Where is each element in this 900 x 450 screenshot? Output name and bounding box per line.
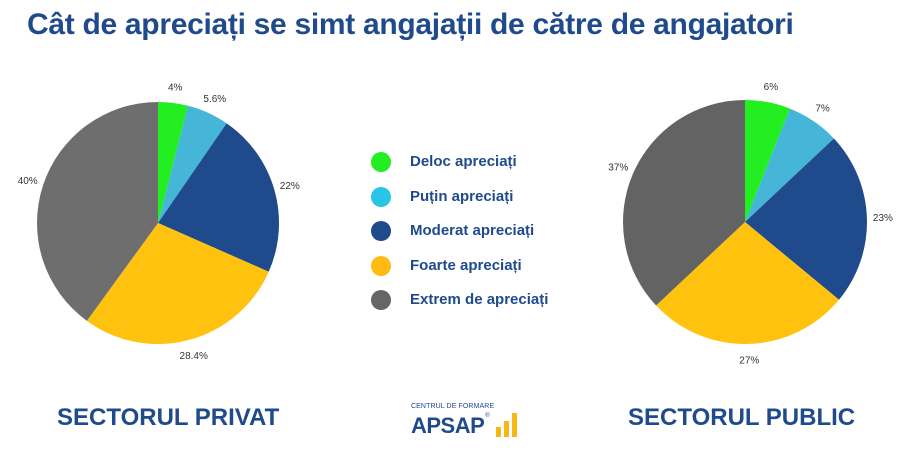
logo-bar-icon [511,413,517,437]
pie-slice-3 [158,123,279,272]
logo-brand-row: APSAP ® [411,413,517,437]
logo-bar-icon [495,427,501,437]
legend-item-deloc: Deloc apreciați [371,145,548,180]
logo-bar-icon [503,421,509,437]
legend-label: Puțin apreciați [410,187,514,205]
data-label: 37% [608,163,628,174]
data-label: 5.6% [203,94,226,105]
logo-subtitle: CENTRUL DE FORMARE [411,403,495,410]
logo-brand: APSAP [411,413,485,438]
pie-slice-1 [158,102,189,223]
legend-item-putin: Puțin apreciați [371,180,548,215]
pie-slice-3 [745,138,867,300]
pie-slice-2 [745,108,834,222]
page-title: Cât de apreciați se simt angajații de că… [27,8,794,41]
logo-bars [493,413,517,437]
data-label: 22% [280,181,300,192]
legend-swatch [371,152,391,173]
data-label: 4% [168,83,183,94]
legend-label: Extrem de apreciați [410,291,549,309]
legend-label: Foarte apreciați [410,256,522,274]
legend-swatch [371,221,391,242]
data-label: 7% [815,103,830,114]
sector-title-public: SECTORUL PUBLIC [628,404,856,431]
legend-swatch [371,186,391,207]
legend-swatch [371,290,391,311]
pie-chart-private: 4% 5.6% 22% 28.4% 40% [18,83,300,362]
data-label: 40% [18,176,38,187]
legend-item-foarte: Foarte apreciați [371,249,548,284]
pie-slice-5 [623,100,745,306]
legend: Deloc apreciați Puțin apreciați Moderat … [371,145,548,318]
pie-slice-1 [745,100,790,222]
sector-title-private: SECTORUL PRIVAT [57,404,280,431]
pie-slice-5 [37,102,158,321]
logo-registered-mark: ® [485,413,490,419]
data-label: 6% [764,82,779,93]
pie-chart-public: 6% 7% 23% 27% 37% [608,82,893,366]
apsap-logo: CENTRUL DE FORMARE APSAP ® [411,403,517,437]
pie-slice-4 [656,222,839,344]
legend-label: Deloc apreciați [410,153,517,171]
pie-slice-2 [158,105,227,223]
legend-swatch [371,255,391,276]
legend-item-moderat: Moderat apreciați [371,214,548,249]
data-label: 28.4% [180,351,208,362]
data-label: 23% [873,213,893,224]
legend-item-extrem: Extrem de apreciați [371,283,548,318]
data-label: 27% [739,355,759,366]
legend-label: Moderat apreciați [410,222,535,240]
pie-slice-4 [86,223,269,344]
